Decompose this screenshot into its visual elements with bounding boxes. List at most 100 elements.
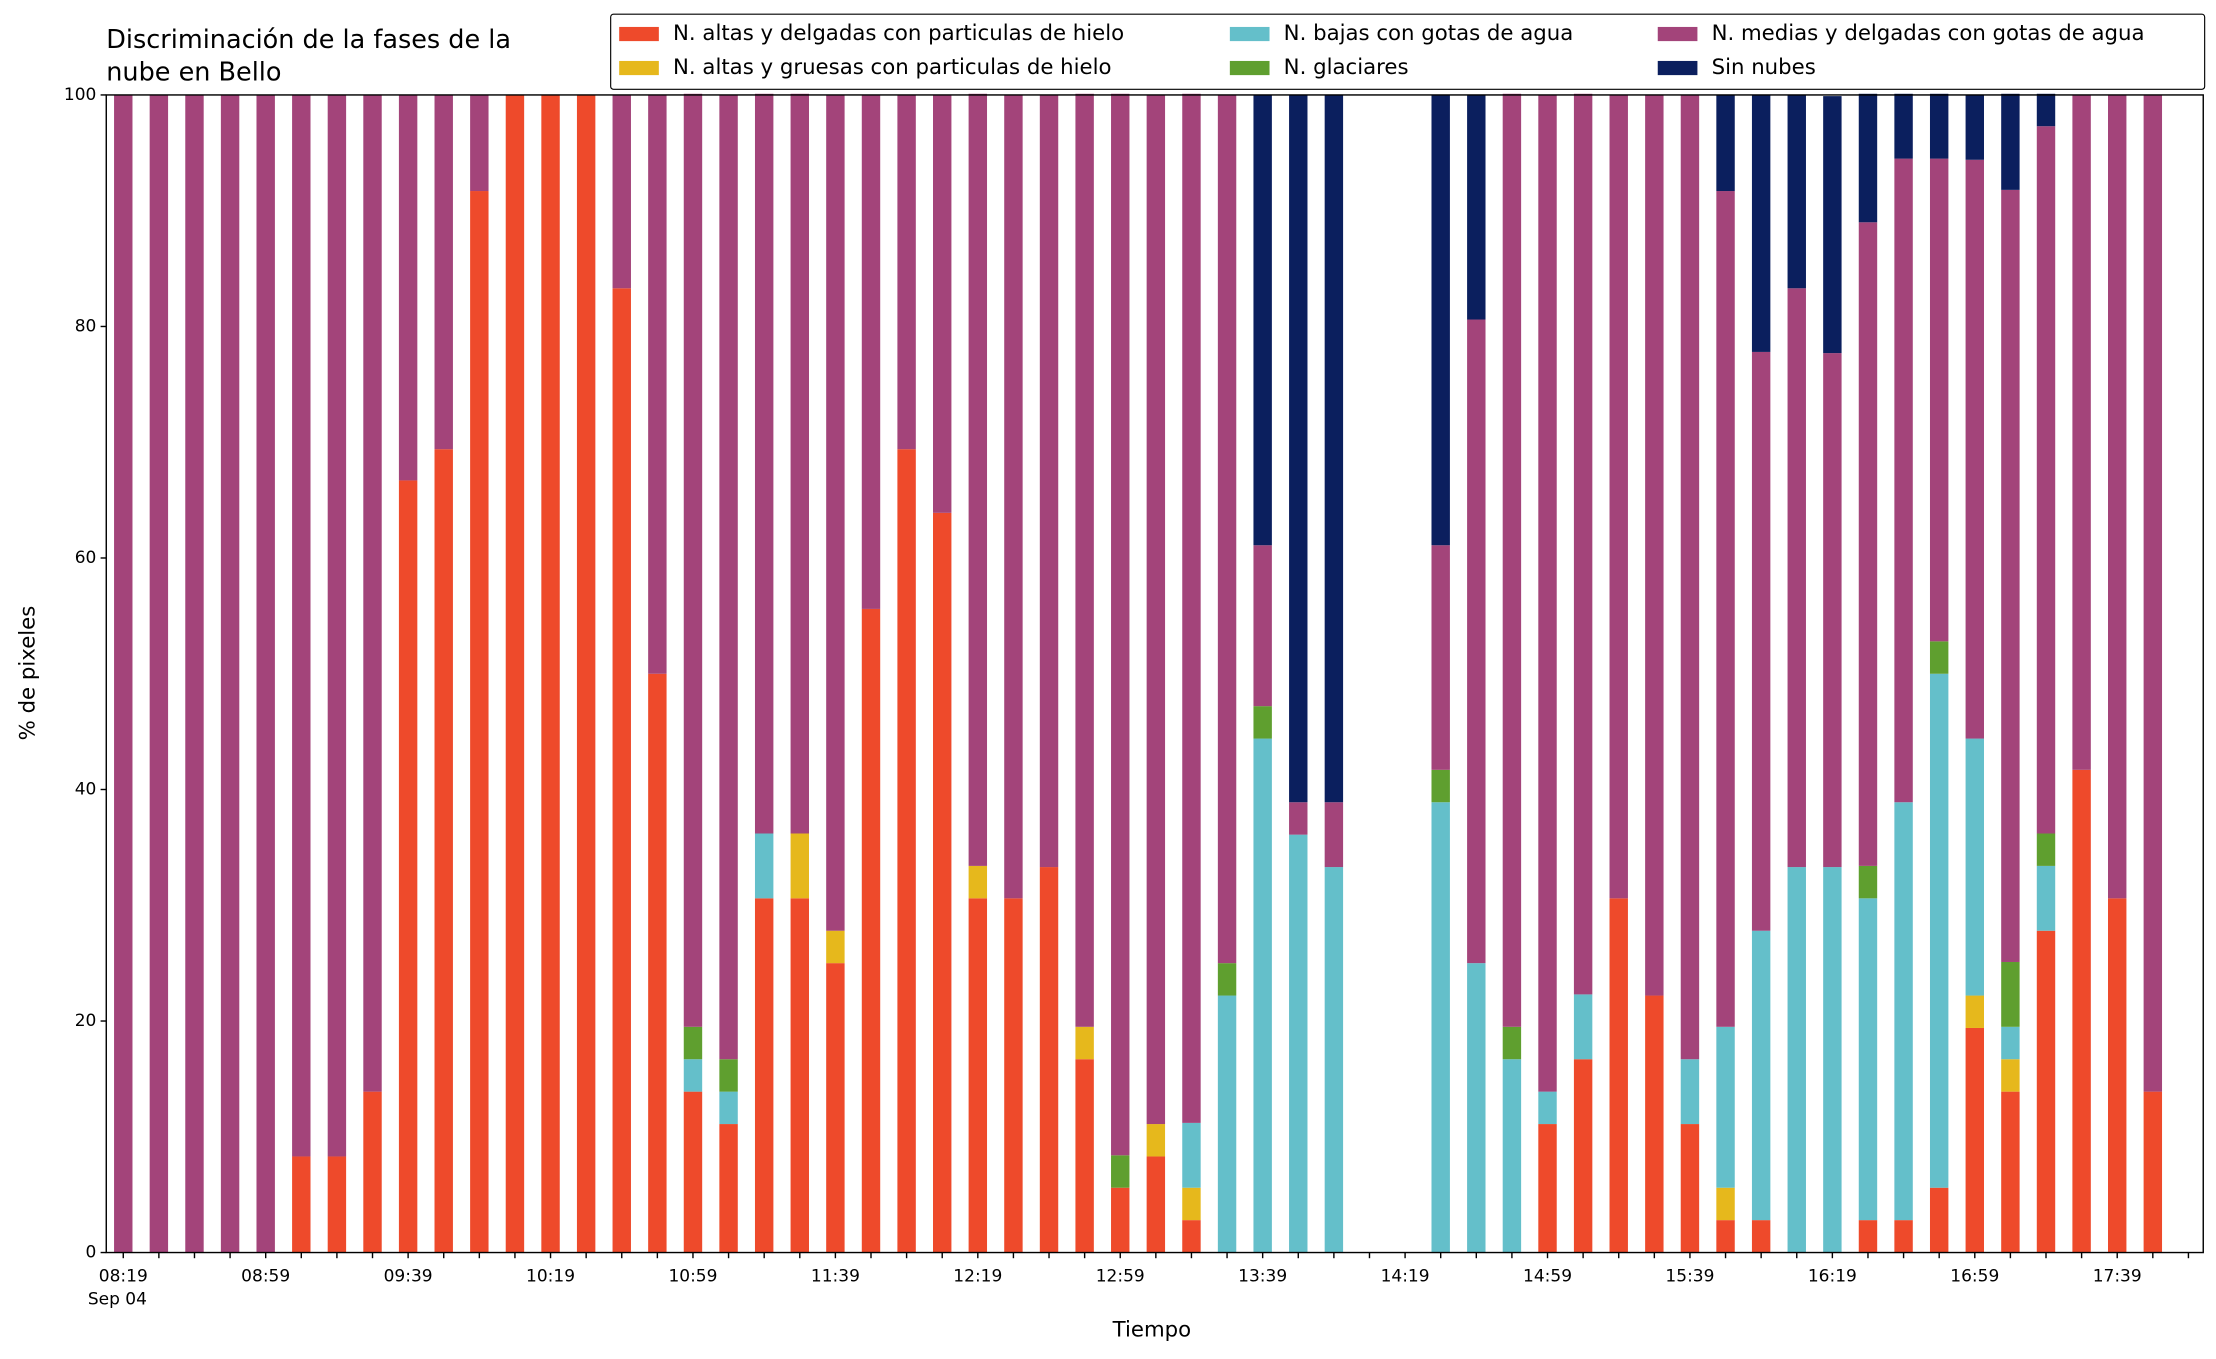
bar-segment (683, 93, 703, 1027)
bar-segment (826, 94, 845, 931)
bar-segment (363, 94, 382, 1092)
bar-segment (185, 94, 204, 1253)
bar-segment (648, 94, 667, 674)
bar-segment (648, 673, 667, 1253)
x-tick-label: 17:39 (2093, 1267, 2142, 1287)
bar-segment (1431, 94, 1450, 546)
bar-segment (2143, 1091, 2163, 1253)
bar-segment (1146, 1124, 1166, 1157)
bar-segment (790, 898, 809, 1253)
bar-segment (719, 1124, 738, 1253)
bar-segment (327, 94, 347, 1157)
bar-segment (790, 93, 809, 834)
bar-segment (2143, 94, 2163, 1092)
bar-segment (1573, 994, 1593, 1060)
bar-segment (2108, 898, 2127, 1253)
bar-segment (1467, 94, 1486, 320)
bar-segment (1680, 1059, 1700, 1125)
bar-segment (861, 608, 881, 1253)
bar-segment (861, 94, 881, 609)
bar-segment (1431, 802, 1450, 1253)
bar-segment (826, 963, 845, 1253)
bar-segment (683, 1026, 703, 1060)
bar-segment (1716, 1187, 1735, 1221)
bar-segment (2036, 93, 2056, 127)
bar-segment (1467, 963, 1486, 1253)
bar-segment (1965, 94, 1985, 160)
bar-segment (1324, 94, 1344, 803)
x-tick-label: 12:59 (1096, 1267, 1145, 1287)
bar-segment (1182, 1187, 1201, 1221)
legend-swatch (1657, 60, 1698, 76)
bar-segment (1146, 94, 1166, 1125)
x-tick-label: 08:19 (99, 1267, 148, 1287)
bar-segment (1431, 769, 1450, 803)
x-tick-label: 10:19 (526, 1267, 575, 1287)
bar-segment (327, 1156, 347, 1253)
bar-segment (1573, 1059, 1593, 1253)
x-sublabel: Sep 04 (88, 1289, 147, 1309)
bar-segment (2036, 833, 2056, 866)
bar-segment (2001, 189, 2020, 962)
plot-frame (105, 94, 2204, 1254)
bar-segment (2072, 769, 2091, 1253)
y-tick-label: 20 (75, 1011, 97, 1031)
bar-segment (1467, 319, 1486, 964)
x-tick-label: 08:59 (241, 1267, 290, 1287)
bar-segment (1182, 93, 1201, 1123)
bar-segment (2036, 865, 2056, 931)
bar-segment (1075, 1059, 1094, 1253)
bar-segment (1965, 1027, 1985, 1253)
bar-segment (754, 833, 774, 899)
legend-label: N. altas y delgadas con particulas de hi… (673, 21, 1124, 46)
bar-segment (719, 1091, 738, 1125)
bar-segment (719, 94, 738, 1060)
bar-segment (1146, 1156, 1166, 1253)
bar-segment (1217, 995, 1237, 1253)
bar-segment (933, 512, 952, 1253)
bar-segment (1645, 995, 1664, 1253)
bar-segment (541, 94, 560, 1253)
bar-segment (1289, 94, 1308, 803)
chart-title: Discriminación de la fases de la (106, 25, 511, 55)
bar-segment (1858, 865, 1878, 899)
bar-segment (683, 1059, 703, 1092)
chart-title: nube en Bello (106, 58, 281, 88)
bar-segment (933, 94, 952, 513)
bar-segment (1929, 93, 1949, 159)
bar-segment (149, 94, 169, 1253)
y-tick-label: 80 (75, 316, 97, 336)
bar-segment (1965, 738, 1985, 996)
bar-segment (292, 94, 311, 1157)
legend-label: N. glaciares (1284, 55, 1409, 80)
legend-swatch (1657, 26, 1698, 42)
bar-segment (1929, 641, 1949, 674)
bar-segment (612, 94, 631, 289)
bar-segment (1894, 802, 1913, 1221)
bar-segment (1929, 1187, 1949, 1253)
bar-segment (1894, 1220, 1913, 1253)
bar-segment (576, 94, 596, 1253)
bar-segment (897, 449, 916, 1253)
bar-segment (363, 1091, 382, 1253)
x-tick-label: 13:39 (1238, 1267, 1287, 1287)
bar-segment (1253, 706, 1272, 739)
bar-segment (754, 898, 774, 1253)
bar-segment (2108, 94, 2127, 899)
bar-segment (1324, 867, 1344, 1253)
bar-segment (1894, 158, 1913, 803)
bar-segment (1823, 96, 1842, 354)
bar-segment (1823, 867, 1842, 1253)
bar-segment (2072, 94, 2091, 770)
bar-segment (1751, 94, 1771, 352)
bar-segment (1111, 1155, 1130, 1188)
bar-segment (1431, 545, 1450, 770)
legend-swatch (1229, 60, 1270, 76)
bar-segment (612, 288, 631, 1253)
bar-segment (1645, 94, 1664, 996)
bar-segment (1680, 1124, 1700, 1253)
bar-segment (1858, 898, 1878, 1221)
legend-label: N. bajas con gotas de agua (1284, 21, 1574, 46)
x-tick-label: 11:39 (811, 1267, 860, 1287)
bar-segment (1289, 834, 1308, 1253)
